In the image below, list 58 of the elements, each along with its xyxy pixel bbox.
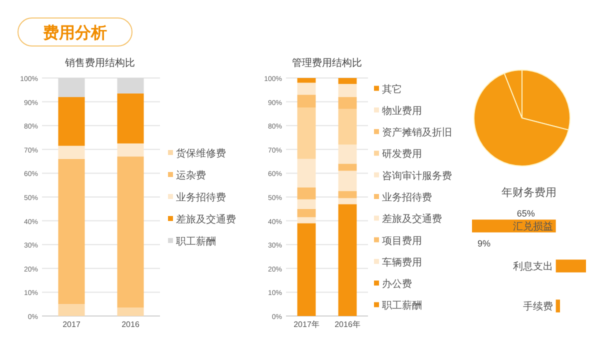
legend-label: 其它	[382, 83, 402, 96]
bar	[117, 308, 144, 316]
pie-slice	[474, 72, 569, 166]
legend-label: 物业费用	[382, 104, 422, 117]
legend-label: 货保维修费	[176, 148, 226, 160]
legend-label: 项目费用	[382, 234, 422, 247]
x-tick-label: 2016	[122, 320, 140, 329]
annotation: 9%	[477, 238, 491, 248]
bar	[58, 97, 85, 146]
chart-title: 年财务费用	[502, 186, 556, 199]
legend-label: 办公费	[382, 278, 412, 290]
x-tick-label: 2017	[62, 320, 81, 329]
x-tick-label: 2017年	[294, 320, 320, 329]
bar	[338, 78, 357, 84]
bar	[58, 304, 85, 316]
legend-label: 资产摊销及折旧	[382, 126, 452, 139]
legend-label: 车辆费用	[382, 256, 422, 268]
y-tick-label: 利息支出	[512, 260, 553, 272]
bar	[117, 156, 144, 308]
legend-label: 运杂费	[176, 170, 206, 182]
x-tick-label: 2016年	[334, 320, 360, 329]
annotation: 65%	[516, 208, 535, 219]
bar	[117, 93, 144, 144]
bar	[297, 78, 316, 83]
bar	[297, 199, 316, 209]
legend-label: 业务招待费	[176, 192, 226, 204]
y-tick-label: 汇兑损益	[512, 220, 553, 232]
bar	[297, 158, 316, 188]
bar	[297, 208, 316, 218]
bar	[338, 191, 357, 198]
bar	[297, 94, 316, 108]
bar	[338, 198, 357, 204]
chart-title: 管理费用结构比	[292, 57, 362, 69]
bar	[58, 158, 85, 304]
legend-label: 职工薪酬	[176, 236, 216, 248]
text: 费用分析	[42, 24, 107, 42]
legend-label: 研发费用	[382, 148, 422, 160]
bar	[117, 143, 144, 157]
bar	[338, 170, 357, 192]
bar	[338, 108, 357, 145]
bar	[297, 223, 316, 316]
bar	[338, 204, 357, 316]
bar	[338, 97, 357, 109]
legend-label: 业务招待费	[382, 192, 432, 204]
bar	[297, 217, 316, 224]
bar	[338, 144, 357, 164]
bar	[338, 84, 357, 98]
bar	[297, 108, 316, 159]
legend-label: 差旅及交通费	[176, 214, 236, 226]
chart-title: 销售费用结构比	[64, 57, 135, 69]
bar	[297, 187, 316, 200]
y-tick-label: 手续费	[522, 300, 553, 312]
legend-label: 差旅及交通费	[382, 213, 442, 226]
legend-label: 职工薪酬	[382, 300, 422, 312]
legend-label: 咨询审计服务费	[382, 170, 452, 182]
bar	[297, 82, 316, 95]
bar	[58, 146, 85, 159]
bar	[338, 164, 357, 171]
